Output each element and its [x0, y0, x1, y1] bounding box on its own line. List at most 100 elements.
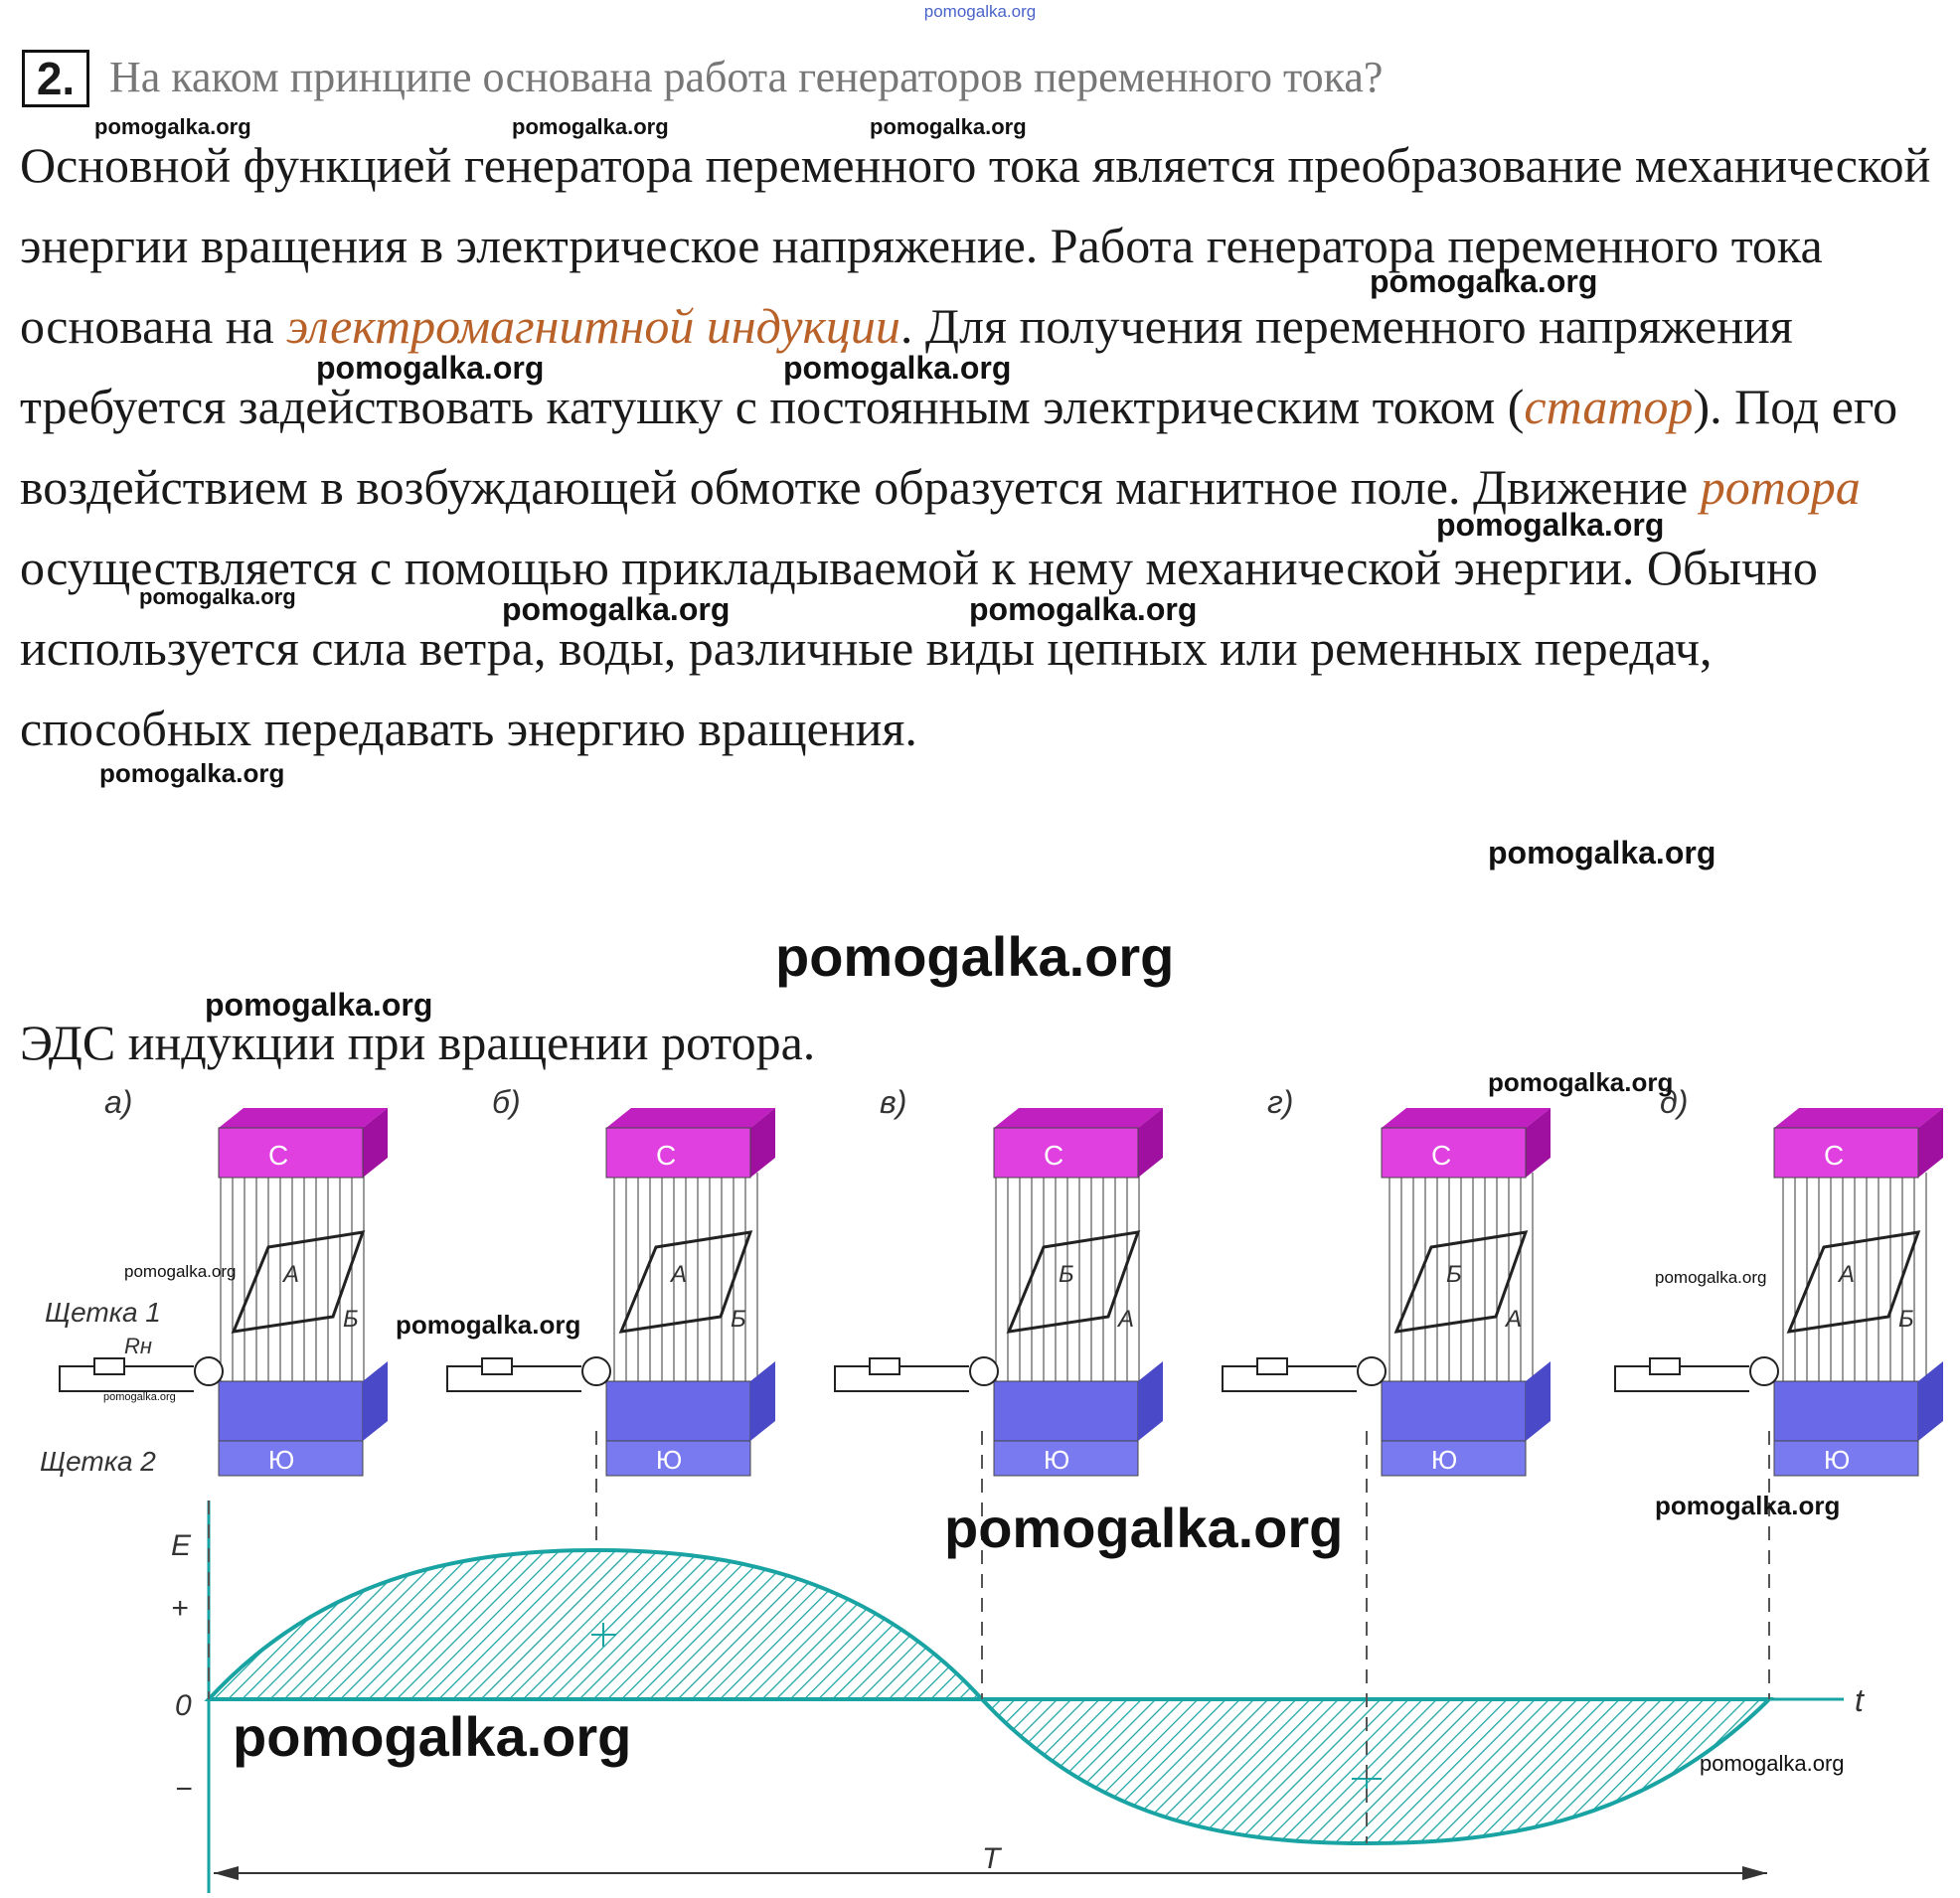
south-pole-side — [1918, 1361, 1943, 1441]
watermark: pomogalka.org — [316, 350, 545, 386]
frame-side-label: А — [1504, 1306, 1522, 1333]
watermark: pomogalka.org — [1488, 1067, 1674, 1097]
axis-t-label: t — [1855, 1682, 1865, 1718]
load-resistor — [481, 1357, 513, 1375]
south-pole-label: Ю — [1044, 1445, 1069, 1475]
watermark: pomogalka.org — [1700, 1751, 1845, 1776]
north-pole — [1773, 1127, 1919, 1179]
north-pole — [1381, 1127, 1527, 1179]
external-circuit — [1222, 1365, 1357, 1392]
watermark: pomogalka.org — [103, 1391, 176, 1403]
axis-plus-label: + — [171, 1592, 189, 1625]
south-pole-side — [363, 1361, 388, 1441]
axis-zero-label: 0 — [175, 1689, 192, 1722]
south-pole-side — [1138, 1361, 1163, 1441]
north-pole — [993, 1127, 1139, 1179]
south-pole-front — [1381, 1440, 1527, 1477]
watermark: pomogalka.org — [1655, 1491, 1841, 1520]
rotor-frame — [1786, 1230, 1921, 1334]
external-circuit — [446, 1365, 581, 1392]
north-pole-side — [1526, 1108, 1551, 1178]
frame-side-label: Б — [731, 1306, 746, 1333]
south-pole-label: Ю — [1431, 1445, 1457, 1475]
answer-text: Основной функцией генератора переменного… — [20, 137, 1931, 354]
load-resistor — [1649, 1357, 1681, 1375]
south-pole-front — [218, 1440, 364, 1477]
slip-ring — [194, 1356, 224, 1386]
north-pole-top — [606, 1108, 775, 1128]
watermark: pomogalka.org — [512, 114, 669, 139]
watermark: pomogalka.org — [1655, 1268, 1767, 1287]
north-pole — [218, 1127, 364, 1179]
watermark: pomogalka.org — [502, 591, 731, 627]
axis-minus-label: − — [175, 1773, 193, 1806]
watermark: pomogalka.org — [94, 114, 251, 139]
top-watermark: pomogalka.org — [923, 2, 1037, 21]
watermark: pomogalka.org — [1488, 835, 1716, 870]
watermark: pomogalka.org — [233, 1705, 632, 1768]
load-resistor — [93, 1357, 125, 1375]
positive-half-wave — [204, 1547, 987, 1701]
negative-half-wave — [977, 1697, 1774, 1846]
north-pole-label: С — [1824, 1140, 1844, 1171]
watermark: pomogalka.org — [944, 1497, 1344, 1559]
external-circuit — [834, 1365, 969, 1392]
rotor-frame — [231, 1230, 366, 1334]
frame-side-label: А — [669, 1261, 687, 1288]
north-pole-top — [219, 1108, 388, 1128]
generator-panel: в) С Ю Б А — [834, 1084, 1163, 1477]
generator-panel: д) С Ю А Б — [1614, 1084, 1943, 1477]
external-circuit — [59, 1365, 194, 1392]
resistor-label: Rн — [124, 1334, 152, 1358]
north-pole-top — [1382, 1108, 1551, 1128]
slip-ring — [1357, 1356, 1387, 1386]
south-pole-side — [1526, 1361, 1551, 1441]
generator-panel: г) С Ю Б А — [1222, 1084, 1551, 1477]
slip-ring — [969, 1356, 999, 1386]
brush-1-label: Щетка 1 — [45, 1297, 161, 1328]
answer-text: осуществляется с помощью прикладываемой … — [20, 540, 1818, 756]
north-pole-side — [1918, 1108, 1943, 1178]
south-pole — [1381, 1380, 1527, 1442]
panel-label: в) — [880, 1084, 906, 1120]
frame-side-label: Б — [1446, 1261, 1462, 1288]
watermark: pomogalka.org — [396, 1310, 581, 1340]
watermark: pomogalka.org — [205, 987, 433, 1023]
south-pole-label: Ю — [1824, 1445, 1850, 1475]
north-pole-side — [750, 1108, 775, 1178]
frame-side-label: Б — [343, 1306, 359, 1333]
period-label: T — [982, 1842, 1003, 1875]
generator-panel: б) С Ю А Б — [446, 1084, 775, 1477]
generator-panel: а) С Ю А Б — [59, 1084, 388, 1477]
south-pole — [218, 1380, 364, 1442]
watermark: pomogalka.org — [1370, 263, 1598, 299]
answer-text: ). Под его воздействием в возбуждающей о… — [20, 379, 1898, 515]
frame-side-label: А — [1116, 1306, 1134, 1333]
term-stator: статор — [1524, 379, 1694, 434]
load-resistor — [869, 1357, 900, 1375]
term-electromagnetic-induction: электромагнитной индукции — [286, 298, 900, 354]
frame-side-label: А — [281, 1261, 299, 1288]
panel-label: б) — [492, 1084, 521, 1120]
rotor-frame — [1006, 1230, 1141, 1334]
watermark: pomogalka.org — [1436, 507, 1665, 543]
north-pole-side — [363, 1108, 388, 1178]
north-pole-label: С — [268, 1140, 288, 1171]
question-text: На каком принципе основана работа генера… — [109, 53, 1384, 101]
south-pole — [1773, 1380, 1919, 1442]
slip-ring — [581, 1356, 611, 1386]
brush-2-label: Щетка 2 — [40, 1446, 156, 1477]
emf-graph: E + 0 − t T — [171, 1431, 1865, 1893]
watermark: pomogalka.org — [775, 925, 1175, 988]
answer-text: . Для получения переменного напряжения т… — [20, 298, 1793, 434]
answer-paragraph: Основной функцией генератора переменного… — [20, 125, 1938, 769]
south-pole-label: Ю — [656, 1445, 682, 1475]
question-number: 2. — [22, 50, 89, 107]
south-pole-front — [993, 1440, 1139, 1477]
watermark: pomogalka.org — [124, 1262, 237, 1281]
south-pole — [993, 1380, 1139, 1442]
axis-e-label: E — [171, 1529, 192, 1562]
frame-side-label: Б — [1059, 1261, 1074, 1288]
watermark: pomogalka.org — [99, 758, 285, 788]
watermark: pomogalka.org — [139, 584, 296, 609]
